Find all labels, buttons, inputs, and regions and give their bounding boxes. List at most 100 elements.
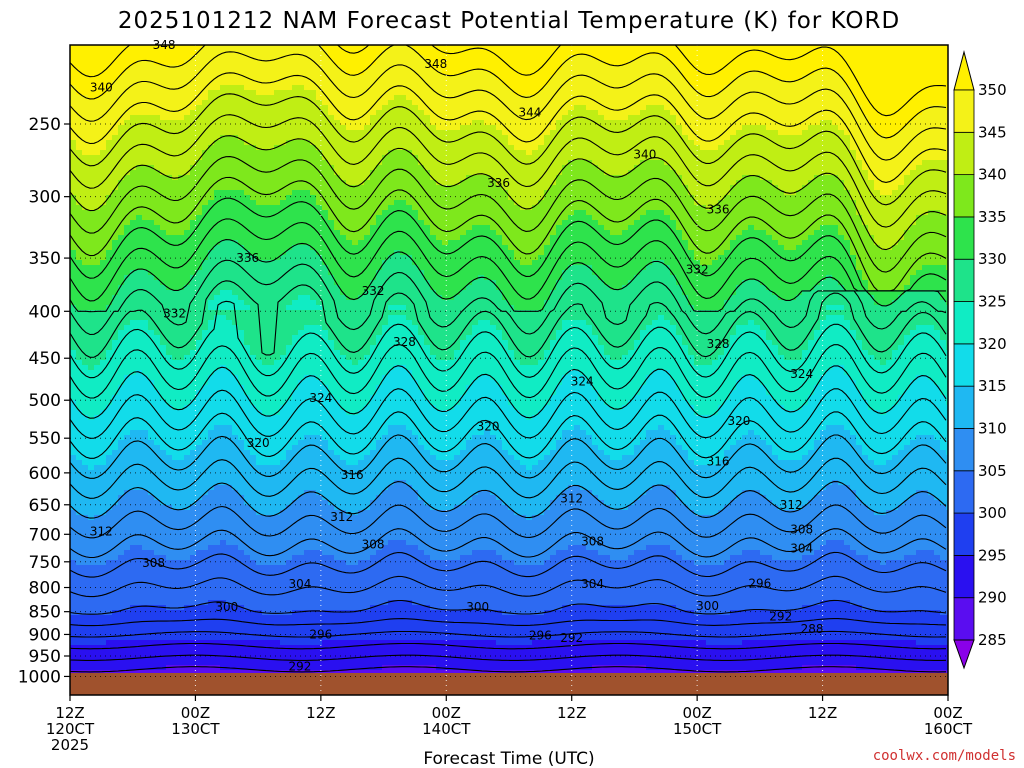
contour-label: 328 — [707, 337, 730, 351]
x-tick-label: 130CT — [171, 720, 220, 738]
contour-344 — [70, 93, 947, 206]
contour-label: 336 — [707, 203, 730, 217]
contour-label: 308 — [581, 535, 604, 549]
x-tick-label: 12Z — [55, 704, 84, 722]
x-tick-label: 2025 — [51, 736, 89, 754]
x-tick-label: 00Z — [432, 704, 461, 722]
contour-298 — [70, 618, 947, 627]
x-tick-label: 00Z — [682, 704, 711, 722]
colorbar-label: 290 — [978, 589, 1007, 607]
y-tick-label: 650 — [29, 496, 61, 516]
contour-label: 308 — [362, 537, 385, 551]
contour-324 — [70, 300, 947, 379]
colorbar-swatch — [953, 597, 975, 641]
contour-label: 316 — [707, 454, 730, 468]
contour-322 — [70, 343, 947, 399]
contour-290 — [70, 666, 946, 673]
contour-348 — [70, 51, 947, 161]
y-tick-label: 800 — [29, 579, 61, 599]
colorbar-top-arrow — [953, 50, 975, 91]
contour-294 — [70, 642, 946, 650]
contour-label: 316 — [341, 468, 364, 482]
contour-300 — [70, 599, 947, 615]
contour-label: 304 — [581, 577, 604, 591]
y-tick-label: 350 — [29, 249, 61, 269]
contour-label: 300 — [466, 600, 489, 614]
temperature-field — [70, 45, 948, 695]
contour-334 — [70, 197, 947, 292]
contour-label: 312 — [780, 498, 803, 512]
colorbar-label: 330 — [978, 250, 1007, 268]
contour-label: 340 — [90, 80, 113, 94]
contour-328 — [70, 259, 947, 336]
contour-label: 296 — [748, 577, 771, 591]
colorbar-swatch — [953, 428, 975, 472]
contour-label: 332 — [686, 262, 709, 276]
contour-326 — [70, 280, 947, 358]
colorbar-swatch — [953, 512, 975, 556]
contour-340 — [70, 135, 947, 251]
y-tick-label: 450 — [29, 349, 61, 369]
contour-label: 296 — [309, 627, 332, 641]
colorbar-swatch — [953, 343, 975, 387]
contour-label: 324 — [309, 391, 332, 405]
contour-label: 296 — [529, 628, 552, 642]
x-tick-label: 150CT — [673, 720, 722, 738]
colorbar-label: 335 — [978, 208, 1007, 226]
contour-label: 300 — [696, 599, 719, 613]
colorbar-label: 315 — [978, 377, 1007, 395]
contour-332 — [70, 218, 946, 302]
y-tick-label: 500 — [29, 391, 61, 411]
contour-338 — [70, 156, 947, 273]
contour-320 — [70, 365, 947, 419]
contour-label: 304 — [790, 541, 813, 555]
contour-306 — [70, 528, 947, 559]
y-tick-label: 900 — [29, 625, 61, 645]
y-tick-label: 250 — [29, 115, 61, 135]
contour-346 — [70, 72, 947, 183]
colorbar-label: 295 — [978, 546, 1007, 564]
contour-label: 312 — [330, 510, 353, 524]
contour-label: 320 — [247, 436, 270, 450]
contour-310 — [70, 481, 947, 519]
contour-label: 340 — [633, 148, 656, 162]
contour-350 — [70, 45, 947, 139]
contour-label: 348 — [424, 57, 447, 71]
x-tick-label: 12Z — [557, 704, 586, 722]
colorbar-label: 325 — [978, 293, 1007, 311]
contour-296 — [70, 630, 946, 638]
y-tick-label: 550 — [29, 429, 61, 449]
colorbar-bottom-arrow — [953, 639, 975, 670]
y-tick-label: 400 — [29, 302, 61, 322]
colorbar-swatch — [953, 470, 975, 514]
colorbar-swatch — [953, 174, 975, 218]
contour-label: 304 — [288, 577, 311, 591]
contour-label: 320 — [477, 419, 500, 433]
x-tick-label: 00Z — [181, 704, 210, 722]
colorbar-label: 305 — [978, 462, 1007, 480]
contour-302 — [70, 575, 947, 598]
x-tick-label: 160CT — [924, 720, 973, 738]
y-tick-label: 750 — [29, 553, 61, 573]
contour-label: 320 — [727, 414, 750, 428]
contour-342 — [70, 114, 947, 228]
contour-316 — [70, 411, 947, 459]
contour-label: 312 — [560, 492, 583, 506]
chart-title: 2025101212 NAM Forecast Potential Temper… — [118, 8, 900, 34]
colorbar-label: 350 — [978, 81, 1007, 99]
colorbar-swatch — [953, 89, 975, 133]
colorbar-swatch — [953, 258, 975, 302]
colorbar-swatch — [953, 554, 975, 599]
contour-label: 292 — [769, 609, 792, 623]
colorbar-swatch — [953, 301, 975, 345]
y-tick-label: 850 — [29, 603, 61, 623]
plot-frame — [69, 44, 949, 696]
surface-band — [70, 673, 948, 695]
contour-label: 344 — [518, 106, 541, 120]
contour-336 — [70, 176, 947, 292]
x-axis-label: Forecast Time (UTC) — [423, 749, 594, 768]
x-tick-label: 12Z — [808, 704, 837, 722]
y-axis: 2503003504004505005506006507007508008509… — [18, 115, 70, 687]
